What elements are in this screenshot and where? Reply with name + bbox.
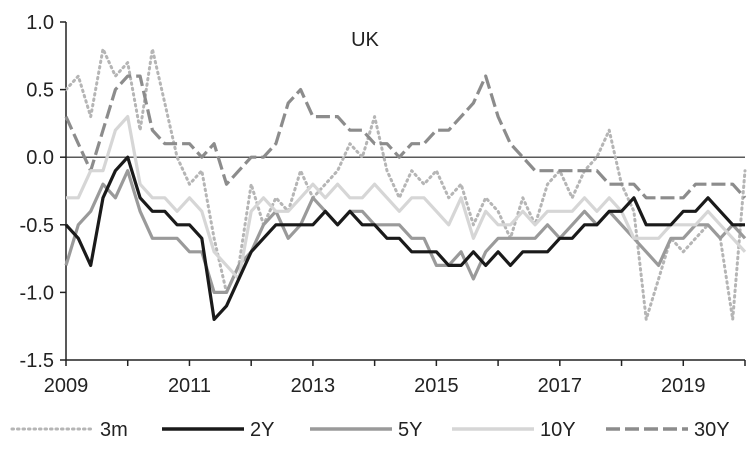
series-line-3m: [64, 47, 747, 321]
y-tick-label: 0.0: [26, 147, 54, 169]
legend-label-10y: 10Y: [540, 419, 576, 441]
x-tick-label: 2011: [168, 375, 211, 397]
y-tick-label: 1.0: [26, 12, 54, 34]
series-line-30y: [64, 74, 747, 200]
y-tick-label: 0.5: [26, 80, 54, 102]
chart-title: UK: [351, 29, 379, 51]
series-line-5y: [64, 169, 747, 294]
x-tick-label: 2013: [291, 375, 336, 397]
series-line-10y: [66, 114, 747, 281]
x-tick-label: 2017: [538, 375, 583, 397]
series-line-2y: [64, 155, 745, 321]
y-tick-label: -1.5: [20, 350, 54, 372]
x-tick-label: 2009: [44, 375, 89, 397]
legend-label-2y: 2Y: [250, 419, 274, 441]
legend-label-3m: 3m: [100, 419, 128, 441]
y-tick-label: -0.5: [20, 215, 54, 237]
legend-label-5y: 5Y: [398, 419, 422, 441]
x-tick-label: 2015: [414, 375, 459, 397]
x-tick-label: 2019: [661, 375, 706, 397]
legend-label-30y: 30Y: [694, 419, 730, 441]
y-tick-label: -1.0: [20, 282, 54, 304]
